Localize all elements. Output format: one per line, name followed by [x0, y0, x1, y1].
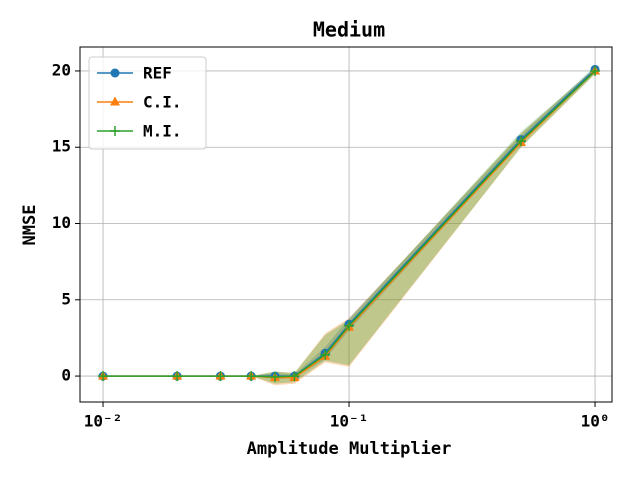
y-tick-label: 20	[52, 60, 71, 79]
marker	[590, 65, 601, 76]
legend-label: C.I.	[143, 93, 182, 112]
marker	[172, 371, 183, 382]
marker	[320, 349, 331, 360]
marker	[98, 371, 109, 382]
chart-title: Medium	[313, 18, 385, 42]
y-tick-label: 10	[52, 213, 71, 232]
y-tick-label: 15	[52, 137, 71, 156]
y-tick-label: 0	[61, 366, 71, 385]
line	[103, 70, 596, 378]
marker	[289, 371, 300, 382]
legend-label: REF	[143, 64, 172, 83]
marker	[110, 68, 120, 78]
y-tick-label: 5	[61, 289, 71, 308]
marker	[215, 371, 226, 382]
marker	[344, 320, 355, 331]
x-axis-label: Amplitude Multiplier	[247, 439, 452, 459]
plot-frame	[79, 46, 613, 403]
marker	[246, 371, 257, 382]
x-tick-label: 10⁰	[581, 412, 610, 431]
x-tick-label: 10⁻²	[84, 412, 123, 431]
marker	[269, 371, 280, 382]
x-tick-label: 10⁻¹	[330, 412, 369, 431]
legend-label: M.I.	[143, 122, 182, 141]
y-axis-label: NMSE	[20, 205, 40, 246]
marker	[110, 126, 120, 136]
marker	[110, 96, 120, 106]
marker	[515, 136, 526, 147]
legend-box	[88, 56, 207, 150]
